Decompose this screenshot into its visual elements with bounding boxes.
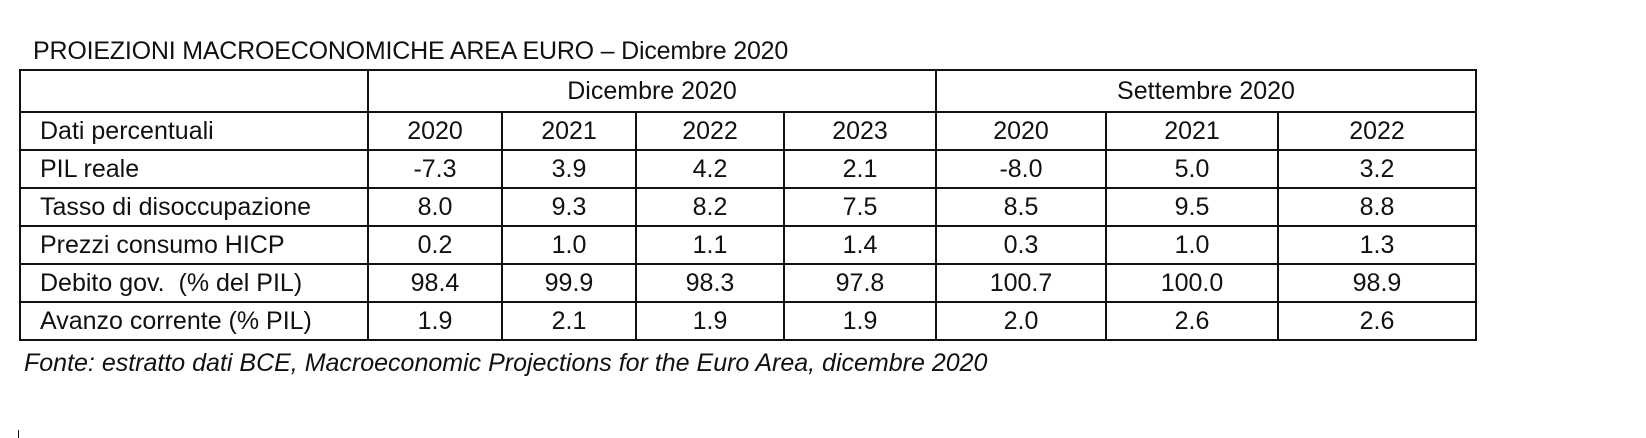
table-cell: 2.1: [783, 149, 937, 189]
empty-corner-cell: [19, 69, 369, 113]
table-cell: 99.9: [501, 263, 637, 303]
table-cell: 1.4: [783, 225, 937, 265]
table-cell: 1.0: [1105, 225, 1279, 265]
table-cell: -7.3: [367, 149, 503, 189]
table-cell: 1.9: [783, 301, 937, 341]
projections-table: Dicembre 2020 Settembre 2020 Dati percen…: [19, 69, 1477, 341]
row-label: PIL reale: [19, 149, 369, 189]
table-cell: -8.0: [935, 149, 1107, 189]
table-cell: 2.1: [501, 301, 637, 341]
table-cell: 0.3: [935, 225, 1107, 265]
table-cell: 98.3: [635, 263, 785, 303]
year-header: 2021: [1105, 111, 1279, 151]
row-label: Avanzo corrente (% PIL): [19, 301, 369, 341]
table-row: Avanzo corrente (% PIL) 1.9 2.1 1.9 1.9 …: [19, 301, 1477, 341]
year-header: 2022: [1277, 111, 1477, 151]
table-cell: 4.2: [635, 149, 785, 189]
table-cell: 2.6: [1277, 301, 1477, 341]
table-cell: 3.9: [501, 149, 637, 189]
row-label: Debito gov. (% del PIL): [19, 263, 369, 303]
year-header: 2021: [501, 111, 637, 151]
table-cell: 2.0: [935, 301, 1107, 341]
table-cell: 2.6: [1105, 301, 1279, 341]
group-header-settembre: Settembre 2020: [935, 69, 1477, 113]
year-header: 2020: [367, 111, 503, 151]
row-label: Prezzi consumo HICP: [19, 225, 369, 265]
year-header: 2022: [635, 111, 785, 151]
source-note: Fonte: estratto dati BCE, Macroeconomic …: [24, 349, 988, 377]
table-row: Debito gov. (% del PIL) 98.4 99.9 98.3 9…: [19, 263, 1477, 303]
table-row: Tasso di disoccupazione 8.0 9.3 8.2 7.5 …: [19, 187, 1477, 227]
table-cell: 1.1: [635, 225, 785, 265]
table-cell: 9.3: [501, 187, 637, 227]
table-row: PIL reale -7.3 3.9 4.2 2.1 -8.0 5.0 3.2: [19, 149, 1477, 189]
table-cell: 1.3: [1277, 225, 1477, 265]
year-header: 2023: [783, 111, 937, 151]
table-cell: 8.0: [367, 187, 503, 227]
table-cell: 5.0: [1105, 149, 1279, 189]
table-cell: 8.5: [935, 187, 1107, 227]
year-header-row: Dati percentuali 2020 2021 2022 2023 202…: [19, 111, 1477, 151]
table-cell: 7.5: [783, 187, 937, 227]
table-cell: 98.4: [367, 263, 503, 303]
group-header-row: Dicembre 2020 Settembre 2020: [19, 69, 1477, 113]
year-header: 2020: [935, 111, 1107, 151]
table-row: Prezzi consumo HICP 0.2 1.0 1.1 1.4 0.3 …: [19, 225, 1477, 265]
group-header-dicembre: Dicembre 2020: [367, 69, 937, 113]
table-cell: 1.9: [367, 301, 503, 341]
table-cell: 100.0: [1105, 263, 1279, 303]
table-cell: 1.9: [635, 301, 785, 341]
header-label: Dati percentuali: [19, 111, 369, 151]
table-cell: 8.2: [635, 187, 785, 227]
page-edge-mark: [18, 430, 19, 438]
table-title: PROIEZIONI MACROECONOMICHE AREA EURO – D…: [33, 37, 789, 65]
table-cell: 1.0: [501, 225, 637, 265]
table-cell: 8.8: [1277, 187, 1477, 227]
table-cell: 100.7: [935, 263, 1107, 303]
table-cell: 9.5: [1105, 187, 1279, 227]
table-cell: 3.2: [1277, 149, 1477, 189]
table-cell: 98.9: [1277, 263, 1477, 303]
table-cell: 0.2: [367, 225, 503, 265]
row-label: Tasso di disoccupazione: [19, 187, 369, 227]
table-cell: 97.8: [783, 263, 937, 303]
